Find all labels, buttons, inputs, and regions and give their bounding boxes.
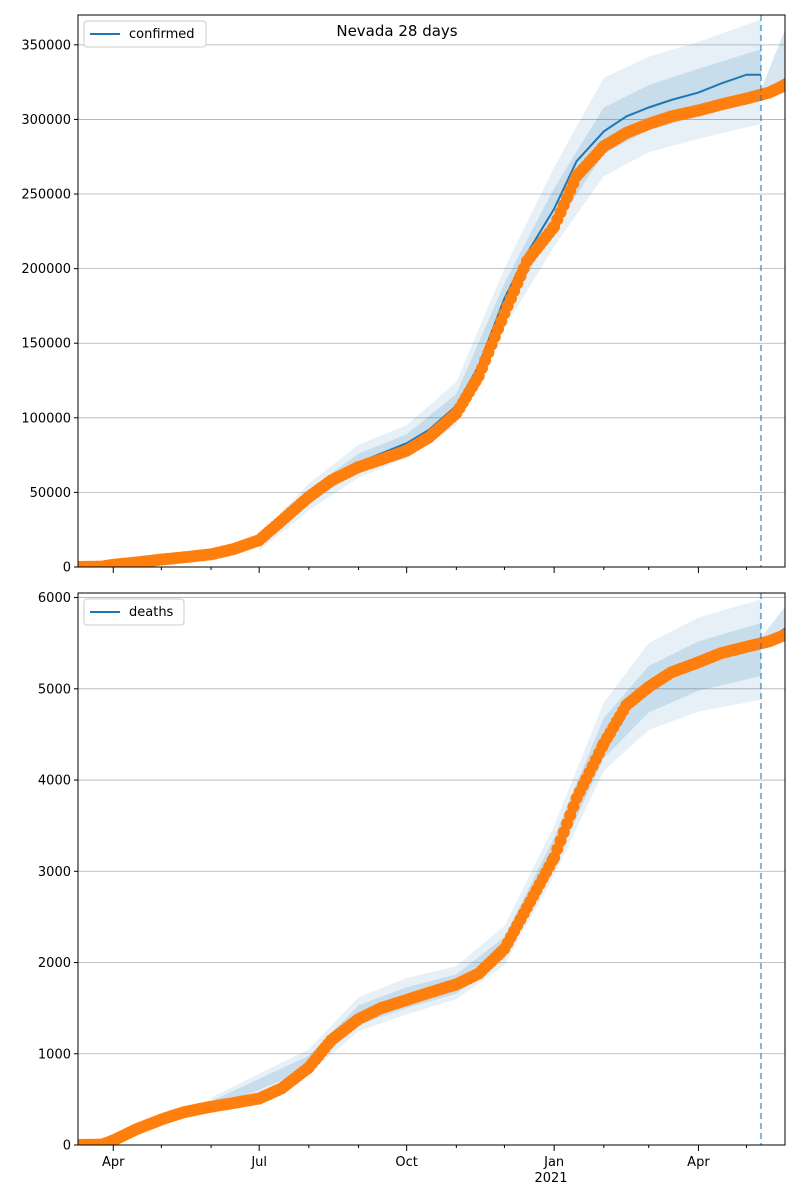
year-label: 2021: [534, 1171, 567, 1186]
uncertainty-band: [211, 623, 762, 1110]
y-tick-label: 2000: [38, 956, 71, 971]
y-tick-label: 100000: [21, 411, 71, 426]
y-tick-label: 50000: [30, 486, 71, 501]
y-tick-label: 5000: [38, 682, 71, 697]
y-tick-label: 250000: [21, 188, 71, 203]
y-tick-label: 300000: [21, 113, 71, 128]
x-tick-label: Apr: [102, 1155, 125, 1170]
uncertainty-band: [211, 599, 762, 1113]
y-tick-label: 150000: [21, 337, 71, 352]
legend-label: deaths: [129, 605, 174, 620]
axes-frame: [77, 592, 786, 1146]
x-tick-label: Jan: [543, 1155, 564, 1170]
legend-deaths: deaths: [83, 598, 185, 626]
observed-point: [779, 628, 785, 641]
x-tick-label: Apr: [687, 1155, 710, 1170]
y-tick-label: 0: [63, 561, 71, 576]
plot-area: [78, 19, 785, 567]
legend-label: confirmed: [129, 27, 195, 42]
chart-title: Nevada 28 days: [336, 22, 457, 40]
legend-confirmed: confirmed: [83, 20, 207, 48]
x-tick-label: Oct: [395, 1155, 417, 1170]
confirmed-panel: 0 50000 100000 150000 200000 250000 300000 3500…: [21, 14, 786, 576]
y-tick-label: 3000: [38, 865, 71, 880]
y-tick-label: 200000: [21, 262, 71, 277]
y-tick-label: 4000: [38, 774, 71, 789]
y-tick-label: 6000: [38, 591, 71, 606]
legend-box: [83, 20, 207, 48]
x-tick-label: Jul: [250, 1155, 267, 1170]
y-tick-label: 0: [63, 1139, 71, 1154]
plot-area: [78, 599, 785, 1145]
deaths-panel: 0 1000 2000 3000 4000 5000 6000 Apr Jul Oct Jan Apr: [38, 591, 786, 1170]
observed-point: [779, 79, 785, 92]
y-tick-label: 1000: [38, 1047, 71, 1062]
y-tick-label: 350000: [21, 38, 71, 53]
axes-frame: [77, 14, 786, 568]
legend-box: [83, 598, 185, 626]
